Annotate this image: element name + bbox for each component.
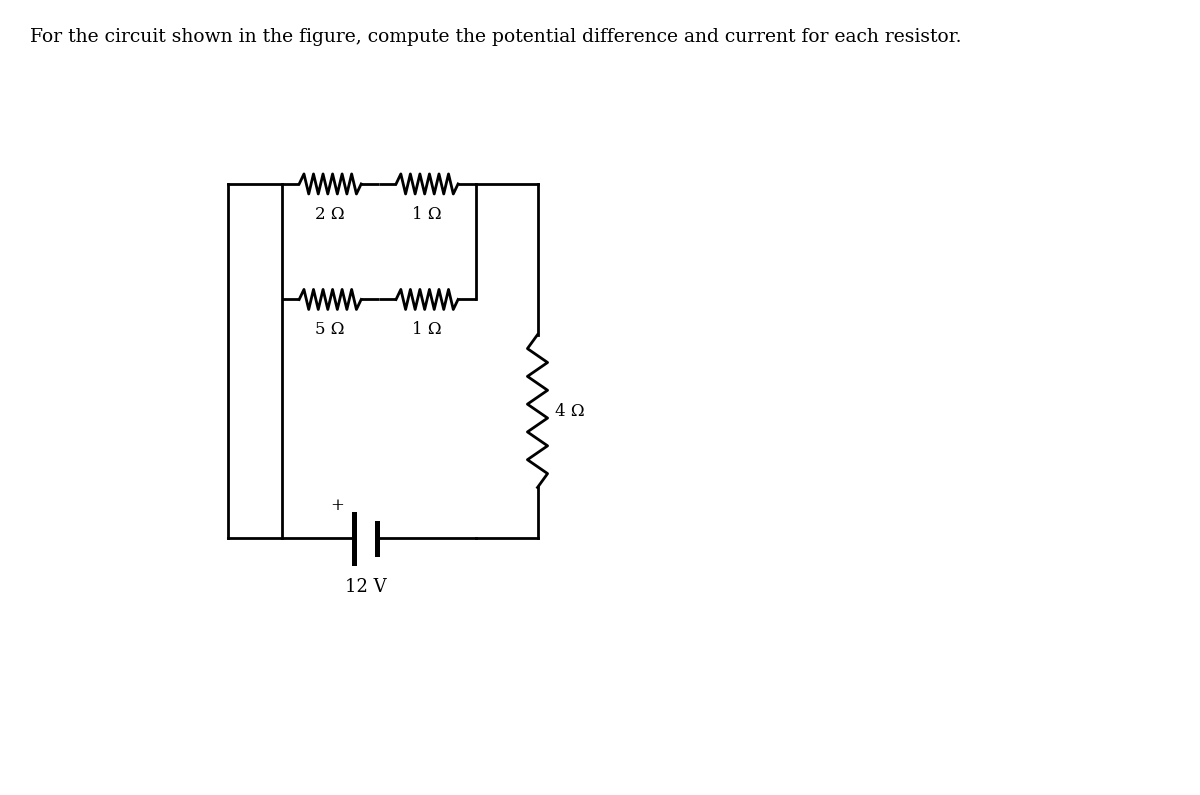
Text: 12 V: 12 V [344,578,386,596]
Text: 2 Ω: 2 Ω [316,206,346,223]
Text: 1 Ω: 1 Ω [413,206,442,223]
Text: 4 Ω: 4 Ω [554,402,584,420]
Text: 1 Ω: 1 Ω [413,321,442,338]
Text: +: + [330,498,343,514]
Text: 5 Ω: 5 Ω [316,321,344,338]
Text: For the circuit shown in the figure, compute the potential difference and curren: For the circuit shown in the figure, com… [30,28,961,46]
